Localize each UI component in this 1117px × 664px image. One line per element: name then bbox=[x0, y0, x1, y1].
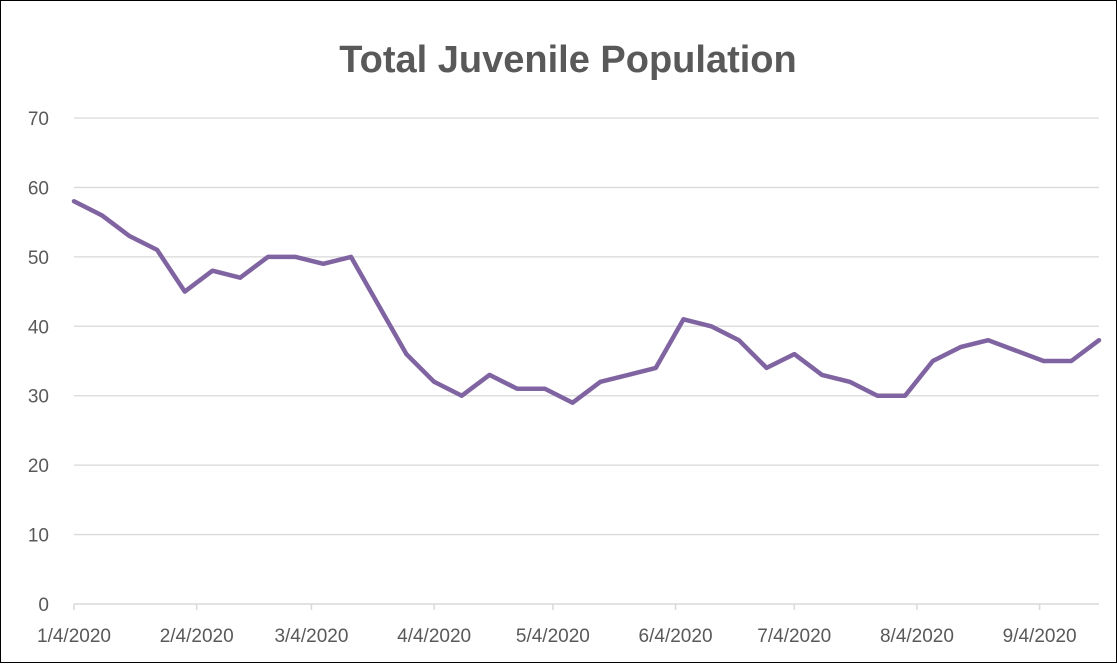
x-tick-label: 4/4/2020 bbox=[397, 626, 471, 647]
series bbox=[71, 199, 1102, 405]
y-tick-label: 30 bbox=[28, 387, 49, 408]
y-tick-label: 20 bbox=[28, 456, 49, 477]
x-tick-label: 8/4/2020 bbox=[880, 626, 954, 647]
y-tick-label: 40 bbox=[28, 317, 49, 338]
x-tick-label: 6/4/2020 bbox=[639, 626, 713, 647]
gridlines bbox=[74, 117, 1099, 536]
y-tick-label: 70 bbox=[28, 109, 49, 130]
chart-title: Total Juvenile Population bbox=[339, 39, 796, 81]
x-tick-label: 2/4/2020 bbox=[160, 626, 234, 647]
x-tick-label: 7/4/2020 bbox=[757, 626, 831, 647]
x-tick-label: 5/4/2020 bbox=[516, 626, 590, 647]
y-tick-label: 50 bbox=[28, 248, 49, 269]
y-tick-label: 10 bbox=[28, 526, 49, 547]
series-line bbox=[71, 199, 1102, 405]
x-tick-label: 3/4/2020 bbox=[274, 626, 348, 647]
x-axis bbox=[73, 603, 1099, 610]
y-axis: 0 10 20 30 40 50 60 70 bbox=[28, 109, 49, 616]
x-tick-label: 9/4/2020 bbox=[1003, 626, 1077, 647]
y-tick-label: 60 bbox=[28, 178, 49, 199]
y-tick-label: 0 bbox=[38, 595, 49, 616]
x-tick-label: 1/4/2020 bbox=[37, 626, 111, 647]
x-axis-labels: 1/4/2020 2/4/2020 3/4/2020 4/4/2020 5/4/2020… bbox=[37, 626, 1077, 647]
